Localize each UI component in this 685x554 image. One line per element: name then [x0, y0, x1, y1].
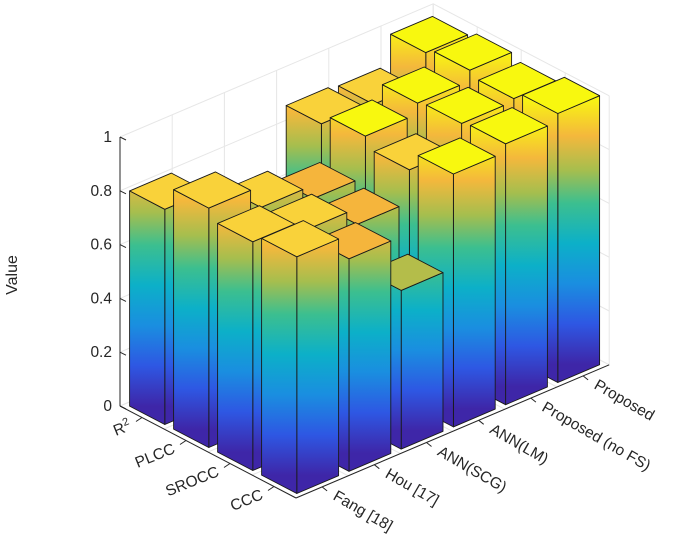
bar-face-top	[469, 107, 548, 145]
bar-face-top	[381, 66, 460, 104]
bar-face-front	[400, 272, 444, 450]
bar-face-side	[217, 222, 254, 471]
method-axis-line	[295, 364, 610, 499]
z-tick	[119, 297, 127, 302]
z-tick-label: 0	[103, 398, 112, 415]
method-tick	[321, 486, 328, 492]
bar-face-top	[522, 76, 601, 114]
z-tick	[119, 136, 127, 141]
bar-face-top	[261, 220, 340, 258]
z-tick	[119, 190, 127, 195]
bar-face-side	[129, 190, 166, 425]
bar-face-front	[557, 95, 601, 383]
bar-CCC-ANN(LM)	[417, 137, 496, 428]
z-tick-label: 0.6	[90, 237, 112, 254]
method-tick	[373, 464, 380, 470]
method-tick	[530, 397, 537, 403]
method-tick	[426, 442, 432, 447]
method-tick-label: Fang [18]	[330, 488, 395, 535]
z-tick-label: 0.4	[90, 290, 112, 307]
method-tick	[582, 375, 589, 381]
metric-tick	[179, 440, 187, 445]
metric-tick-label: SROCC	[163, 463, 221, 500]
metric-tick-label: PLCC	[133, 440, 178, 471]
z-axis-title: Value	[4, 255, 21, 295]
metric-tick	[223, 463, 231, 468]
z-tick-label: 1	[103, 129, 112, 146]
metric-tick-label: CCC	[228, 486, 266, 514]
bar-face-front	[296, 238, 340, 494]
metric-tick	[267, 486, 275, 491]
bar-face-side	[173, 189, 210, 448]
metric-tick-label: R2	[110, 416, 133, 440]
metric-tick	[135, 417, 143, 422]
z-tick	[119, 351, 127, 356]
bar-face-front	[452, 155, 496, 428]
bar-face-top	[425, 86, 504, 124]
bar-CCC-Fang [18]	[261, 220, 340, 494]
bar-face-top	[329, 99, 408, 137]
bar-face-top	[417, 137, 496, 175]
bars-layer	[129, 15, 601, 494]
bar-face-top	[390, 15, 469, 54]
method-tick-label: ANN(LM)	[487, 421, 551, 468]
bar-face-top	[434, 33, 513, 71]
method-tick	[478, 419, 485, 425]
method-tick-label: ANN(SCG)	[435, 443, 510, 496]
z-tick	[119, 405, 127, 410]
metric-axis-line	[119, 405, 297, 499]
z-tick-label: 0.8	[90, 183, 112, 200]
z-tick	[119, 244, 127, 249]
bar-face-front	[505, 125, 548, 406]
bar-face-top	[173, 171, 252, 209]
z-tick-label: 0.2	[90, 344, 112, 361]
method-tick-label: Proposed	[591, 377, 657, 425]
bar-face-side	[261, 237, 298, 494]
bar-face-front	[348, 240, 392, 472]
method-tick-label: Hou [17]	[382, 465, 441, 509]
